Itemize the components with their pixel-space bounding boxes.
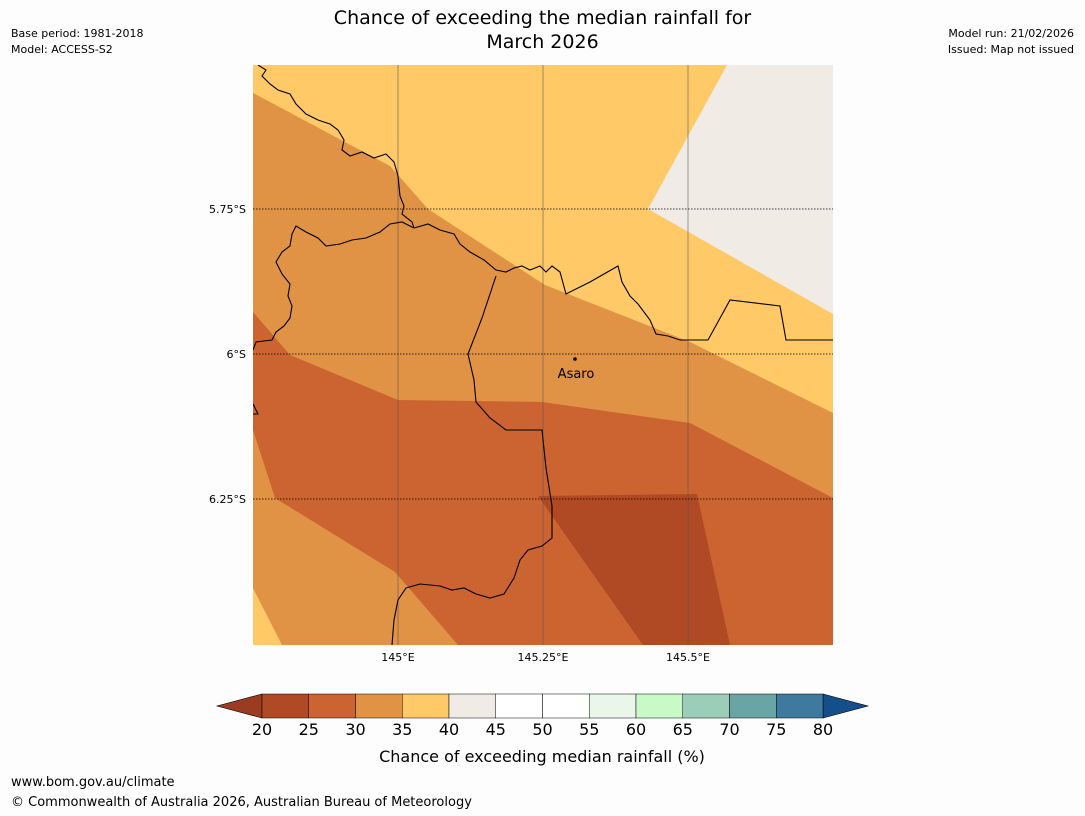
band-20-25	[538, 494, 730, 645]
colorbar-label: Chance of exceeding median rainfall (%)	[379, 747, 705, 766]
colorbar-cell-60-65	[635, 693, 683, 719]
colorbar-cell-65-70	[682, 693, 730, 719]
colorbar-cell-50-55	[542, 693, 590, 719]
colorbar-cell-40-45	[448, 693, 496, 719]
colorbar-under-arrow	[215, 693, 263, 719]
colorbar-tick-35: 35	[392, 720, 412, 739]
boundary-east-highlands-north	[413, 223, 833, 341]
colorbar-cell-55-60	[589, 693, 637, 719]
boundary-north	[257, 65, 415, 229]
colorbar-tick-40: 40	[439, 720, 459, 739]
lat-label-6: 6°S	[227, 348, 246, 361]
colorbar-tick-25: 25	[299, 720, 319, 739]
colorbar: 20 25 30 35 40 45 50 55 60 65 70 75 80 Chance of exc…	[215, 693, 870, 766]
colorbar-cell-20-25	[261, 693, 309, 719]
lat-label-6-25: 6.25°S	[209, 493, 246, 506]
colorbar-tick-70: 70	[719, 720, 739, 739]
colorbar-cell-75-80	[776, 693, 824, 719]
colorbar-tick-20: 20	[252, 720, 272, 739]
colorbar-tick-55: 55	[579, 720, 599, 739]
colorbar-tick-80: 80	[813, 720, 833, 739]
colorbar-cell-45-50	[495, 693, 543, 719]
asaro-label: Asaro	[558, 367, 595, 382]
colorbar-tick-45: 45	[486, 720, 506, 739]
grid	[253, 65, 833, 645]
model-name: Model: ACCESS-S2	[11, 43, 113, 56]
lat-label-5-75: 5.75°S	[209, 203, 246, 216]
lon-label-145-5: 145.5°E	[666, 651, 710, 664]
colorbar-cell-25-30	[308, 693, 356, 719]
meta-left: Base period: 1981-2018 Model: ACCESS-S2	[11, 26, 143, 58]
band-40-45	[648, 65, 833, 314]
lon-label-145: 145°E	[381, 651, 414, 664]
boundary-central	[253, 221, 415, 351]
meta-right: Model run: 21/02/2026 Issued: Map not is…	[948, 26, 1074, 58]
colorbar-cell-70-75	[729, 693, 777, 719]
colorbar-cell-35-40	[402, 693, 450, 719]
colorbar-over-arrow	[822, 693, 870, 719]
colorbar-tick-60: 60	[626, 720, 646, 739]
colorbar-tick-65: 65	[673, 720, 693, 739]
boundary-central-south	[391, 275, 553, 645]
title-line-1: Chance of exceeding the median rainfall …	[333, 7, 752, 29]
title-line-2: March 2026	[486, 31, 599, 53]
asaro-marker	[573, 357, 577, 361]
colorbar-tick-50: 50	[532, 720, 552, 739]
province-boundaries	[253, 65, 833, 645]
colorbar-cell-30-35	[355, 693, 403, 719]
model-run: Model run: 21/02/2026	[948, 27, 1074, 40]
colorbar-tick-30: 30	[345, 720, 365, 739]
boundary-west-tip	[253, 403, 259, 415]
band-35-40-corner	[253, 588, 282, 645]
footer-copyright: © Commonwealth of Australia 2026, Austra…	[11, 795, 472, 810]
colorbar-tick-75: 75	[766, 720, 786, 739]
base-period: Base period: 1981-2018	[11, 27, 144, 40]
chart-title: Chance of exceeding the median rainfall …	[0, 6, 1085, 54]
footer-url: www.bom.gov.au/climate	[11, 775, 175, 790]
lon-label-145-25: 145.25°E	[518, 651, 569, 664]
issued-status: Issued: Map not issued	[947, 43, 1074, 56]
